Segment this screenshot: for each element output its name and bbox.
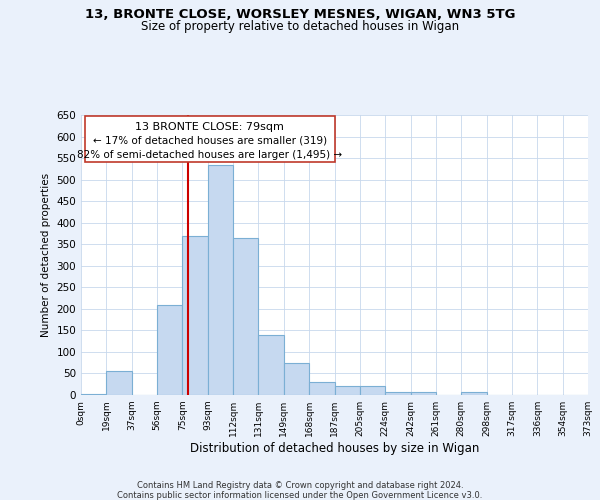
Text: 13, BRONTE CLOSE, WORSLEY MESNES, WIGAN, WN3 5TG: 13, BRONTE CLOSE, WORSLEY MESNES, WIGAN,… <box>85 8 515 20</box>
Text: Size of property relative to detached houses in Wigan: Size of property relative to detached ho… <box>141 20 459 33</box>
Text: ← 17% of detached houses are smaller (319): ← 17% of detached houses are smaller (31… <box>92 136 327 145</box>
Bar <box>410 392 436 395</box>
Text: Contains public sector information licensed under the Open Government Licence v3: Contains public sector information licen… <box>118 490 482 500</box>
Bar <box>106 372 132 395</box>
Bar <box>335 386 360 395</box>
Text: 82% of semi-detached houses are larger (1,495) →: 82% of semi-detached houses are larger (… <box>77 150 342 160</box>
Bar <box>309 382 335 395</box>
Bar <box>182 236 208 395</box>
Bar <box>360 386 385 395</box>
Bar <box>461 392 487 395</box>
FancyBboxPatch shape <box>85 116 335 162</box>
Bar <box>385 392 410 395</box>
Y-axis label: Number of detached properties: Number of detached properties <box>41 173 51 337</box>
Bar <box>208 164 233 395</box>
Text: Contains HM Land Registry data © Crown copyright and database right 2024.: Contains HM Land Registry data © Crown c… <box>137 482 463 490</box>
Bar <box>233 238 259 395</box>
Bar <box>157 304 182 395</box>
Text: 13 BRONTE CLOSE: 79sqm: 13 BRONTE CLOSE: 79sqm <box>135 122 284 132</box>
Bar <box>81 394 106 395</box>
Bar <box>284 362 309 395</box>
X-axis label: Distribution of detached houses by size in Wigan: Distribution of detached houses by size … <box>190 442 479 455</box>
Bar <box>259 334 284 395</box>
